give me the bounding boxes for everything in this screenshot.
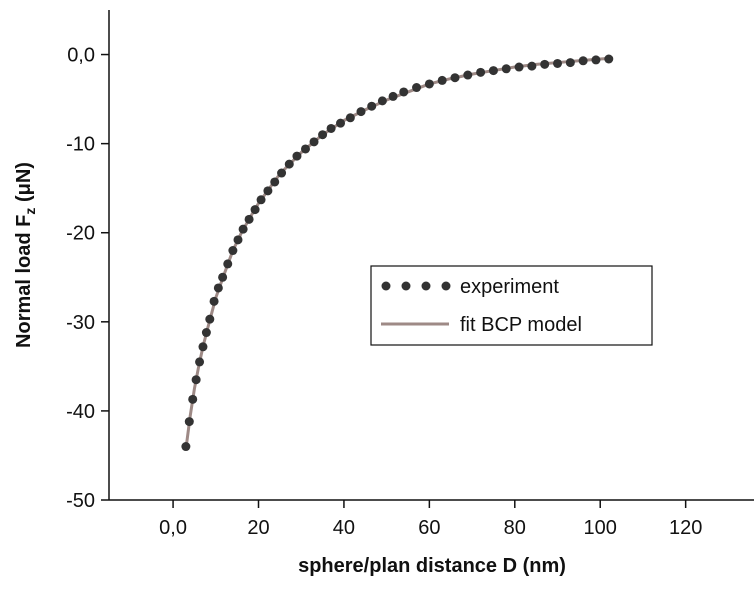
y-axis-title-unit: (μN)	[13, 162, 35, 208]
legend-marker	[401, 281, 411, 291]
data-point	[356, 107, 366, 117]
data-point	[514, 62, 524, 72]
data-point	[553, 58, 563, 68]
data-point	[326, 123, 336, 133]
fit-line	[184, 56, 614, 450]
data-point	[476, 67, 486, 77]
x-axis-title: sphere/plan distance D (nm)	[298, 555, 566, 577]
data-point	[309, 137, 319, 147]
data-point	[205, 314, 215, 324]
data-point	[318, 130, 328, 140]
data-point	[540, 59, 550, 69]
data-point	[604, 54, 614, 64]
data-point	[270, 177, 280, 187]
legend-box	[370, 265, 653, 346]
data-point	[191, 375, 201, 385]
data-point	[300, 144, 310, 154]
data-point	[388, 91, 398, 101]
data-point	[336, 118, 346, 128]
data-point	[218, 272, 228, 282]
legend-label: fit BCP model	[460, 314, 582, 336]
x-tick-label: 80	[504, 517, 526, 539]
data-point	[377, 96, 387, 106]
y-tick-label: 0,0	[67, 45, 95, 67]
data-point	[238, 224, 248, 234]
data-point	[256, 195, 266, 205]
data-point	[284, 159, 294, 169]
x-tick-label: 20	[247, 517, 269, 539]
x-tick-label: 0,0	[159, 517, 187, 539]
y-tick-label: -10	[66, 134, 95, 156]
data-point	[184, 417, 194, 427]
y-axis-title-main: Normal load F	[13, 215, 35, 348]
x-tick-label: 60	[418, 517, 440, 539]
data-point	[292, 151, 302, 161]
data-point	[345, 113, 355, 123]
data-point	[565, 58, 575, 68]
data-point	[244, 214, 254, 224]
y-axis-title: Normal load Fz (μN)	[13, 162, 38, 348]
data-point	[181, 442, 191, 452]
data-point	[213, 283, 223, 293]
data-point	[527, 61, 537, 71]
data-point	[488, 66, 498, 76]
data-point	[578, 56, 588, 66]
y-tick-label: -50	[66, 490, 95, 512]
y-axis-title-sub: z	[22, 208, 38, 215]
data-point	[501, 64, 511, 74]
data-point	[195, 357, 205, 367]
data-point	[424, 79, 434, 89]
data-point	[198, 342, 208, 352]
data-point	[277, 168, 287, 178]
data-point	[209, 296, 219, 306]
data-point	[412, 83, 422, 93]
data-point	[263, 186, 273, 196]
data-point	[223, 259, 233, 269]
x-tick-label: 120	[669, 517, 702, 539]
y-tick-label: -30	[66, 312, 95, 334]
data-point	[201, 328, 211, 338]
data-point	[228, 246, 238, 256]
data-point	[250, 205, 260, 215]
y-tick-label: -20	[66, 223, 95, 245]
legend-marker	[381, 281, 391, 291]
data-point	[591, 55, 601, 65]
data-point	[463, 70, 473, 80]
x-tick-label: 40	[333, 517, 355, 539]
data-point	[367, 101, 377, 111]
x-tick-label: 100	[584, 517, 617, 539]
legend-label: experiment	[460, 276, 559, 298]
data-point	[188, 394, 198, 404]
legend-marker	[421, 281, 431, 291]
data-point	[399, 87, 409, 97]
legend-marker	[441, 281, 451, 291]
data-point	[450, 73, 460, 83]
data-point	[437, 75, 447, 85]
data-point	[233, 235, 243, 245]
y-tick-label: -40	[66, 401, 95, 423]
